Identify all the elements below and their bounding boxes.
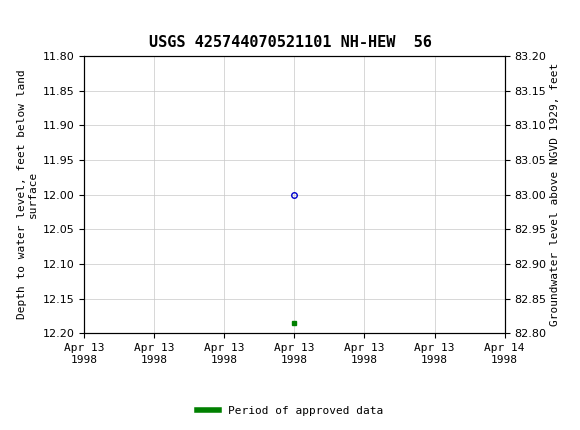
Text: USGS: USGS: [38, 10, 97, 30]
Text: USGS 425744070521101 NH-HEW  56: USGS 425744070521101 NH-HEW 56: [148, 35, 432, 50]
Legend: Period of approved data: Period of approved data: [193, 401, 387, 420]
Y-axis label: Groundwater level above NGVD 1929, feet: Groundwater level above NGVD 1929, feet: [550, 63, 560, 326]
Y-axis label: Depth to water level, feet below land
surface: Depth to water level, feet below land su…: [17, 70, 38, 319]
